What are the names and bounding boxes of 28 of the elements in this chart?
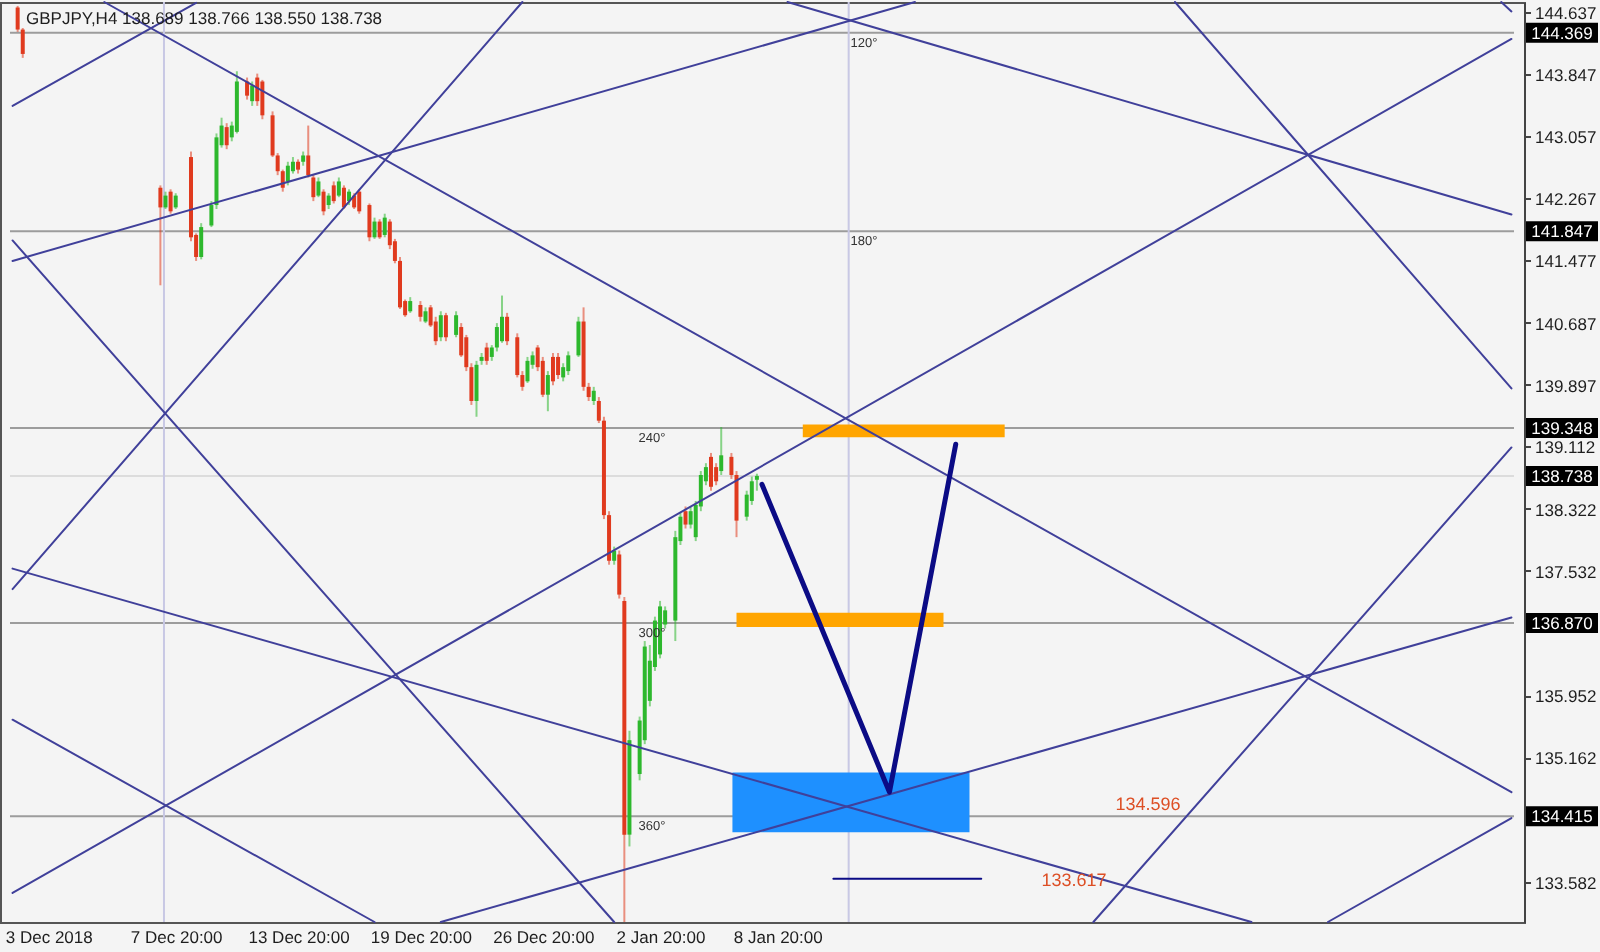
x-tick-label: 13 Dec 20:00 bbox=[248, 927, 351, 947]
y-tick-label: 140.687 bbox=[1535, 313, 1597, 334]
x-tick-label: 7 Dec 20:00 bbox=[130, 927, 224, 947]
x-tick-label: 26 Dec 20:00 bbox=[493, 927, 595, 947]
ref-line-label: 139.348 bbox=[1531, 417, 1594, 438]
y-tick-label: 137.532 bbox=[1535, 561, 1597, 582]
y-tick-label: 135.162 bbox=[1535, 748, 1597, 769]
ref-line-label: 144.369 bbox=[1531, 22, 1594, 43]
x-tick-label: 19 Dec 20:00 bbox=[370, 927, 473, 947]
annotation: 133.617 bbox=[1041, 870, 1107, 890]
y-tick-label: 144.637 bbox=[1535, 2, 1597, 23]
y-tick-label: 143.847 bbox=[1535, 64, 1597, 85]
x-tick-label: 8 Jan 20:00 bbox=[733, 927, 824, 947]
x-tick-label: 2 Jan 20:00 bbox=[616, 927, 706, 947]
y-tick-label: 141.477 bbox=[1535, 251, 1597, 272]
y-tick-label: 143.057 bbox=[1535, 127, 1597, 148]
y-tick-label: 135.952 bbox=[1535, 686, 1597, 707]
x-tick-label: 3 Dec 2018 bbox=[5, 927, 94, 947]
annotation: 134.596 bbox=[1115, 794, 1181, 814]
y-tick-label: 139.112 bbox=[1535, 437, 1596, 458]
y-tick-label: 133.582 bbox=[1535, 872, 1597, 893]
y-tick-label: 139.897 bbox=[1535, 375, 1597, 396]
ref-line-label: 134.415 bbox=[1531, 806, 1594, 827]
ref-line-label: 136.870 bbox=[1531, 612, 1594, 633]
y-tick-label: 142.267 bbox=[1535, 189, 1597, 210]
ref-line-label: 141.847 bbox=[1531, 221, 1594, 242]
y-tick-label: 138.322 bbox=[1535, 499, 1597, 520]
ref-line-label: 138.738 bbox=[1531, 465, 1594, 486]
